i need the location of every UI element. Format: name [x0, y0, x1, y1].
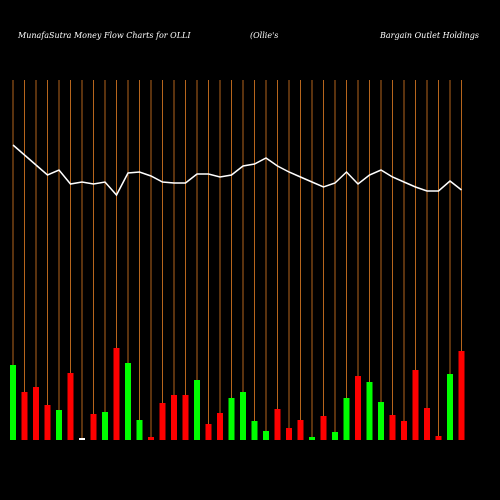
- flow-bar: [389, 415, 396, 440]
- flow-bar: [171, 395, 177, 440]
- chart-subtitle: (Ollie's: [250, 31, 278, 40]
- company-name: Bargain Outlet Holdings: [379, 31, 479, 40]
- flow-bar: [458, 351, 465, 440]
- flow-bar: [424, 408, 430, 440]
- flow-bar: [113, 348, 120, 440]
- flow-bar: [366, 382, 373, 440]
- flow-bar: [67, 373, 74, 440]
- flow-bar: [148, 437, 154, 440]
- flow-bar: [435, 436, 442, 440]
- flow-bar: [355, 376, 361, 440]
- flow-bar: [102, 412, 108, 440]
- flow-bar: [447, 374, 453, 440]
- flow-bar: [21, 392, 28, 440]
- flow-bar: [205, 424, 212, 440]
- flow-bar: [44, 405, 51, 440]
- flow-bar: [286, 428, 292, 440]
- flow-bar: [320, 416, 327, 440]
- flow-bar: [378, 402, 384, 440]
- flow-bar: [274, 409, 281, 440]
- flow-bar: [79, 438, 85, 440]
- flow-bar: [10, 365, 16, 440]
- flow-bar: [217, 413, 223, 440]
- flow-bar: [401, 421, 407, 440]
- flow-bar: [309, 437, 315, 440]
- flow-bar: [182, 395, 189, 440]
- flow-bar: [343, 398, 350, 440]
- flow-bar: [251, 421, 258, 440]
- flow-bar: [412, 370, 419, 440]
- flow-bar: [33, 387, 39, 440]
- flow-bar: [332, 432, 338, 440]
- flow-line: [12, 144, 462, 197]
- flow-bar: [263, 431, 269, 440]
- chart-title: MunafaSutra Money Flow Charts for OLLI: [17, 31, 191, 40]
- flow-bar: [136, 420, 143, 440]
- flow-bar: [125, 363, 131, 440]
- flow-bar: [90, 414, 97, 440]
- flow-bar: [228, 398, 235, 440]
- flow-bar: [194, 380, 200, 440]
- flow-bar: [240, 392, 246, 440]
- flow-bar: [56, 410, 62, 440]
- flow-bar: [297, 420, 304, 440]
- flow-bar: [159, 403, 166, 440]
